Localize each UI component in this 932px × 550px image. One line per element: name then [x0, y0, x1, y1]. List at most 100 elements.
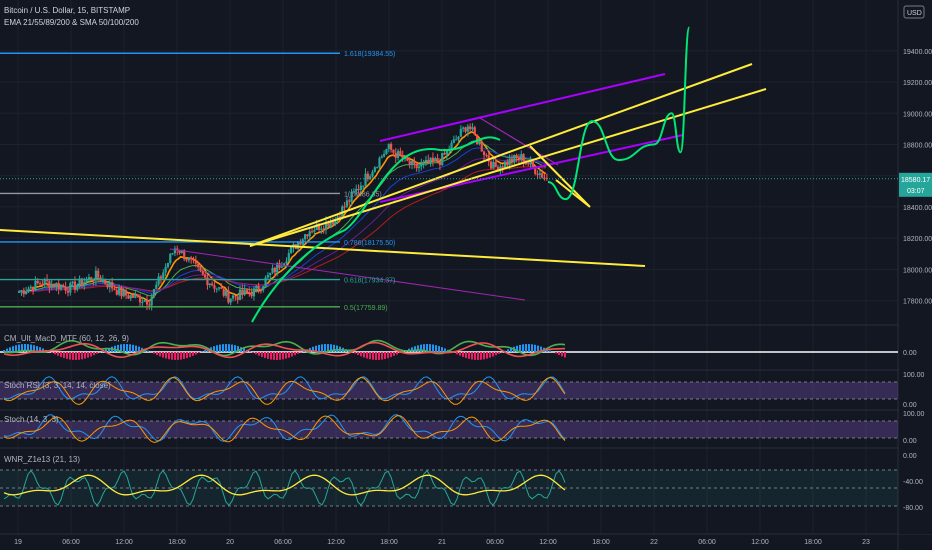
candle-body — [183, 250, 186, 260]
macd-histogram-bar — [528, 344, 530, 352]
macd-histogram-bar — [36, 346, 38, 352]
candle-body — [357, 188, 360, 190]
candle-body — [536, 173, 539, 175]
macd-histogram-bar — [57, 352, 59, 356]
candle-body — [129, 295, 132, 299]
macd-histogram-bar — [321, 344, 323, 352]
candle-body — [445, 150, 448, 155]
candle-body — [273, 267, 276, 273]
time-tick-label: 18:00 — [380, 539, 398, 546]
candle-body — [231, 295, 235, 299]
candle-body — [420, 163, 423, 167]
candle-body — [452, 139, 455, 143]
macd-histogram-bar — [444, 348, 446, 352]
candle-body — [97, 270, 100, 278]
time-tick-label: 12:00 — [539, 539, 557, 546]
candle-body — [422, 162, 425, 164]
macd-histogram-bar — [411, 347, 413, 352]
macd-histogram-bar — [498, 352, 500, 354]
candle-body — [471, 127, 474, 130]
macd-histogram-bar — [375, 352, 377, 360]
candle-body — [71, 281, 74, 284]
macd-histogram-bar — [465, 352, 467, 359]
macd-histogram-bar — [462, 352, 464, 357]
candle-body — [143, 300, 146, 302]
candle-body — [541, 173, 544, 178]
macd-histogram-bar — [222, 344, 224, 352]
candle-body — [473, 127, 476, 135]
macd-signal-line — [3, 341, 566, 359]
candle-body — [385, 149, 388, 154]
candle-body — [380, 156, 383, 158]
macd-histogram-bar — [165, 352, 167, 359]
macd-histogram-bar — [147, 350, 149, 352]
macd-histogram-bar — [255, 352, 257, 355]
macd-histogram-bar — [78, 352, 80, 360]
macd-histogram-bar — [186, 352, 188, 359]
time-tick-label: 12:00 — [115, 539, 133, 546]
macd-histogram-bar — [54, 352, 56, 355]
candle-body — [290, 246, 293, 253]
candle-body — [322, 228, 325, 230]
candle-body — [50, 283, 53, 288]
candle-body — [194, 260, 197, 264]
candle-body — [306, 234, 309, 237]
candle-body — [113, 288, 116, 291]
candle-body — [25, 291, 28, 295]
candle-body — [343, 206, 346, 208]
macd-pane-title: CM_Ult_MacD_MTF (60, 12, 26, 9) — [4, 334, 129, 343]
macd-histogram-bar — [420, 344, 422, 352]
candle-body — [522, 154, 525, 164]
channel-top-line — [379, 73, 666, 142]
macd-histogram-bar — [195, 352, 197, 355]
macd-histogram-bar — [60, 352, 62, 357]
currency-label: USD — [907, 10, 922, 17]
macd-histogram-bar — [66, 352, 68, 359]
fib-level-label: 0.5(17759.89) — [344, 305, 388, 312]
candle-body — [199, 266, 202, 271]
candle-body — [238, 289, 242, 300]
candle-body — [152, 289, 156, 297]
macd-histogram-bar — [39, 347, 41, 352]
macd-histogram-bar — [12, 346, 14, 352]
candle-body — [245, 289, 249, 293]
candle-body — [464, 127, 467, 132]
macd-histogram-bar — [96, 352, 98, 354]
candle-body — [366, 173, 369, 180]
macd-histogram-bar — [264, 352, 266, 359]
time-tick-label: 12:00 — [751, 539, 769, 546]
candle-body — [155, 284, 158, 290]
candle-body — [457, 136, 460, 140]
candle-body — [173, 248, 177, 254]
macd-histogram-bar — [537, 345, 539, 352]
drawings — [0, 26, 767, 323]
currency-button[interactable] — [903, 5, 925, 19]
candle-body — [136, 294, 139, 297]
macd-histogram-bar — [324, 344, 326, 352]
candle-body — [334, 219, 337, 225]
macd-histogram-bar — [315, 345, 317, 352]
macd-histogram-bar — [93, 352, 95, 356]
macd-histogram-bar — [261, 352, 263, 357]
fib-level-label: 1.618(19384.55) — [344, 51, 395, 58]
candle-body — [176, 248, 179, 251]
symbol-title: Bitcoin / U.S. Dollar, 15, BITSTAMP — [4, 6, 131, 15]
macd-histogram-bar — [204, 350, 206, 352]
candle-body — [271, 267, 274, 273]
candle-body — [543, 177, 546, 179]
candle-body — [197, 263, 200, 267]
macd-histogram-bar — [354, 352, 356, 354]
macd-histogram-bar — [348, 350, 350, 352]
macd-histogram-bar — [519, 344, 521, 352]
macd-histogram-bar — [9, 347, 11, 352]
candle-body — [364, 173, 367, 186]
candle-body — [108, 282, 111, 288]
candle-body — [320, 228, 323, 230]
candle-body — [166, 262, 170, 268]
candle-body — [389, 143, 393, 150]
macd-histogram-bar — [282, 352, 284, 360]
last-price-box — [899, 172, 932, 197]
candle-body — [27, 288, 30, 292]
candle-body — [41, 284, 44, 286]
